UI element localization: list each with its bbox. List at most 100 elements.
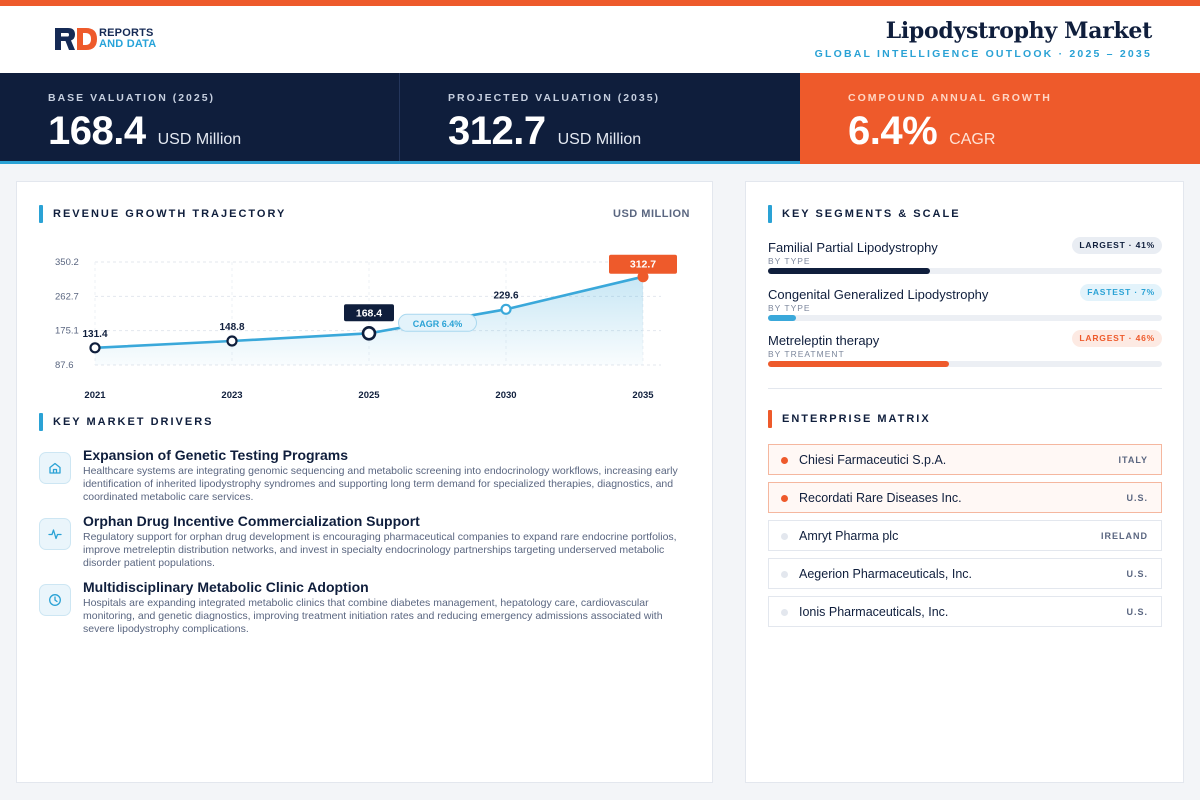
page-title: Lipodystrophy Market (885, 18, 1153, 44)
kpi-card-projected-valuation: PROJECTED VALUATION (2035) 312.7 USD Mil… (400, 73, 800, 164)
driver-title: Orphan Drug Incentive Commercialization … (83, 513, 420, 529)
segment-share-track (768, 268, 1162, 274)
status-dot (781, 495, 788, 502)
enterprise-name: Aegerion Pharmaceuticals, Inc. (799, 567, 973, 581)
header: REPORTS AND DATA Lipodystrophy Market GL… (0, 6, 1200, 73)
drivers-section-title-text: KEY MARKET DRIVERS (53, 416, 214, 428)
pulse-icon (39, 518, 71, 550)
segment-badge: LARGEST · 41% (1072, 237, 1162, 254)
enterprise-row[interactable]: Aegerion Pharmaceuticals, Inc. U.S. (768, 558, 1162, 589)
segment-item: Familial Partial Lipodystrophy BY TYPE L… (768, 237, 1162, 280)
kpi-value: 312.7 (448, 109, 546, 153)
kpi-unit: CAGR (949, 131, 996, 148)
status-dot (781, 571, 788, 578)
status-dot (781, 609, 788, 616)
section-accent-bar (768, 205, 772, 223)
y-tick-label: 262.7 (55, 291, 79, 302)
data-point (361, 326, 377, 341)
chart-section-title: REVENUE GROWTH TRAJECTORY (39, 205, 286, 223)
enterprise-row[interactable]: Recordati Rare Diseases Inc. U.S. (768, 482, 1162, 513)
data-label: 168.4 (356, 307, 382, 319)
right-panel: KEY SEGMENTS & SCALE Familial Partial Li… (745, 181, 1184, 783)
segment-category: BY TYPE (768, 303, 811, 313)
segment-badge: LARGEST · 46% (1072, 330, 1162, 347)
enterprise-country: ITALY (1118, 455, 1148, 465)
segment-name: Metreleptin therapy (768, 333, 880, 348)
enterprise-row[interactable]: Chiesi Farmaceutici S.p.A. ITALY (768, 444, 1162, 475)
enterprise-name: Ionis Pharmaceuticals, Inc. (799, 605, 949, 619)
chart-unit-label: USD MILLION (613, 208, 690, 220)
enterprise-country: U.S. (1126, 607, 1148, 617)
kpi-value: 168.4 (48, 109, 146, 153)
segment-share-track (768, 315, 1162, 321)
segment-item: Congenital Generalized Lipodystrophy BY … (768, 284, 1162, 327)
enterprise-country: IRELAND (1101, 531, 1148, 541)
x-tick-label: 2030 (495, 390, 516, 401)
segment-category: BY TREATMENT (768, 349, 845, 359)
data-label: 148.8 (219, 322, 244, 333)
data-point (226, 335, 238, 347)
data-point (89, 342, 101, 354)
segment-share-bar (768, 361, 950, 367)
enterprise-name: Recordati Rare Diseases Inc. (799, 491, 962, 505)
kpi-value-group: 6.4% CAGR (848, 109, 995, 154)
x-tick-label: 2035 (632, 390, 654, 401)
segment-share-bar (768, 315, 796, 321)
kpi-value-group: 312.7 USD Million (448, 109, 641, 154)
segment-share-bar (768, 268, 930, 274)
y-tick-label: 350.2 (55, 257, 79, 268)
kpi-row: BASE VALUATION (2025) 168.4 USD Million … (0, 73, 1200, 164)
enterprise-country: U.S. (1126, 569, 1148, 579)
enterprise-section-title: ENTERPRISE MATRIX (768, 410, 931, 428)
segment-category: BY TYPE (768, 256, 811, 266)
x-tick-label: 2025 (358, 390, 380, 401)
left-panel: REVENUE GROWTH TRAJECTORY USD MILLION 35… (16, 181, 713, 783)
brand-line1: REPORTS (99, 27, 154, 39)
data-label: 312.7 (630, 259, 656, 271)
kpi-value: 6.4% (848, 109, 938, 153)
data-label: 131.4 (82, 329, 107, 340)
segment-badge: FASTEST · 7% (1080, 284, 1162, 301)
segments-section-title: KEY SEGMENTS & SCALE (768, 205, 961, 223)
x-tick-label: 2023 (221, 390, 242, 401)
brand-line2: AND DATA (99, 38, 157, 50)
enterprise-row[interactable]: Amryt Pharma plc IRELAND (768, 520, 1162, 551)
revenue-chart-svg: 350.2 262.7 175.1 87.6 2021 2023 2025 2030 2035 C… (55, 254, 677, 401)
section-accent-bar (768, 410, 772, 428)
enterprise-row[interactable]: Ionis Pharmaceuticals, Inc. U.S. (768, 596, 1162, 627)
kpi-label: PROJECTED VALUATION (2035) (448, 92, 661, 104)
revenue-chart: 350.2 262.7 175.1 87.6 2021 2023 2025 2030 2035 C… (41, 246, 701, 411)
segment-name: Familial Partial Lipodystrophy (768, 240, 938, 255)
segment-item: Metreleptin therapy BY TREATMENT LARGEST… (768, 330, 1162, 373)
top-accent-bar (0, 0, 1200, 6)
status-dot (781, 533, 788, 540)
chart-section-title-text: REVENUE GROWTH TRAJECTORY (53, 208, 287, 220)
kpi-unit: USD Million (557, 131, 642, 148)
kpi-card-cagr: COMPOUND ANNUAL GROWTH 6.4% CAGR (800, 73, 1200, 164)
status-dot (781, 457, 788, 464)
brand-logo[interactable]: REPORTS AND DATA (55, 28, 156, 50)
kpi-accent-line (0, 161, 800, 164)
segment-share-track (768, 361, 1162, 367)
enterprise-name: Chiesi Farmaceutici S.p.A. (799, 453, 947, 467)
section-divider (768, 388, 1162, 389)
section-accent-bar (39, 205, 43, 223)
segments-section-title-text: KEY SEGMENTS & SCALE (782, 208, 961, 220)
kpi-label: BASE VALUATION (2025) (48, 92, 216, 104)
drivers-section-title: KEY MARKET DRIVERS (39, 413, 213, 431)
cagr-annotation-pill (398, 313, 477, 332)
segment-name: Congenital Generalized Lipodystrophy (768, 287, 989, 302)
data-point (500, 303, 512, 315)
driver-title: Expansion of Genetic Testing Programs (83, 447, 349, 463)
data-point (637, 271, 649, 283)
home-icon (39, 452, 71, 484)
y-tick-label: 175.1 (55, 326, 79, 337)
enterprise-name: Amryt Pharma plc (799, 529, 899, 543)
kpi-card-base-valuation: BASE VALUATION (2025) 168.4 USD Million (0, 73, 400, 164)
cagr-annotation: CAGR 6.4% (413, 319, 463, 329)
driver-description: Hospitals are expanding integrated metab… (83, 597, 663, 635)
brand-name: REPORTS AND DATA (99, 28, 156, 50)
kpi-unit: USD Million (157, 131, 242, 148)
data-label: 229.6 (493, 290, 518, 301)
enterprise-country: U.S. (1126, 493, 1148, 503)
